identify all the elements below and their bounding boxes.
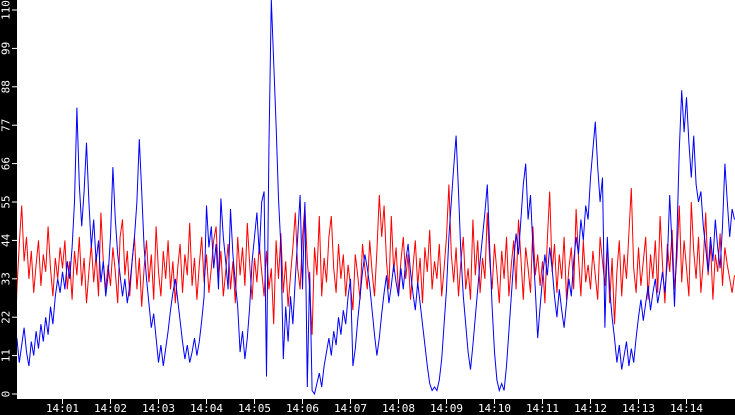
x-tick-label: 14:13: [622, 402, 655, 415]
y-axis-band: [0, 0, 17, 415]
x-tick: [158, 399, 159, 404]
x-tick-label: 14:04: [190, 402, 223, 415]
y-tick-label: 55: [0, 195, 13, 208]
y-tick: [12, 201, 17, 203]
y-tick-label: 33: [0, 272, 13, 285]
x-tick: [638, 399, 639, 404]
x-tick: [254, 399, 255, 404]
x-tick: [302, 399, 303, 404]
y-tick: [12, 47, 17, 49]
x-tick-label: 14:10: [478, 402, 511, 415]
y-tick: [12, 239, 17, 241]
blue-series-line: [16, 0, 735, 396]
x-tick-label: 14:01: [46, 402, 79, 415]
x-tick-label: 14:12: [574, 402, 607, 415]
y-tick-label: 99: [0, 42, 13, 55]
y-tick-label: 88: [0, 80, 13, 93]
y-tick: [12, 163, 17, 165]
y-tick-label: 44: [0, 233, 13, 247]
x-tick: [446, 399, 447, 404]
y-tick-label: 66: [0, 157, 13, 170]
x-tick: [590, 399, 591, 404]
x-tick-label: 14:02: [94, 402, 127, 415]
y-tick: [12, 9, 17, 11]
x-tick-label: 14:06: [286, 402, 319, 415]
y-tick: [12, 86, 17, 88]
y-tick-label: 0: [0, 391, 13, 398]
y-tick-label: 22: [0, 311, 13, 324]
x-tick-label: 14:09: [430, 402, 463, 415]
x-tick: [542, 399, 543, 404]
y-tick: [12, 278, 17, 280]
x-tick: [398, 399, 399, 404]
x-tick-label: 14:11: [526, 402, 559, 415]
x-tick: [62, 399, 63, 404]
x-tick-label: 14:08: [382, 402, 415, 415]
x-tick-label: 14:03: [142, 402, 175, 415]
x-axis-band: [0, 399, 735, 415]
y-tick-label: 77: [0, 119, 13, 132]
y-tick: [12, 124, 17, 126]
y-tick-label: 110: [0, 0, 13, 20]
x-tick-label: 14:05: [238, 402, 271, 415]
x-tick: [110, 399, 111, 404]
y-tick-label: 11: [0, 349, 13, 362]
x-tick-label: 14:14: [670, 402, 703, 415]
y-tick: [12, 316, 17, 318]
x-tick: [686, 399, 687, 404]
y-tick: [12, 393, 17, 395]
x-tick-label: 14:07: [334, 402, 367, 415]
x-tick: [494, 399, 495, 404]
x-tick: [206, 399, 207, 404]
y-tick: [12, 355, 17, 357]
x-tick: [350, 399, 351, 404]
